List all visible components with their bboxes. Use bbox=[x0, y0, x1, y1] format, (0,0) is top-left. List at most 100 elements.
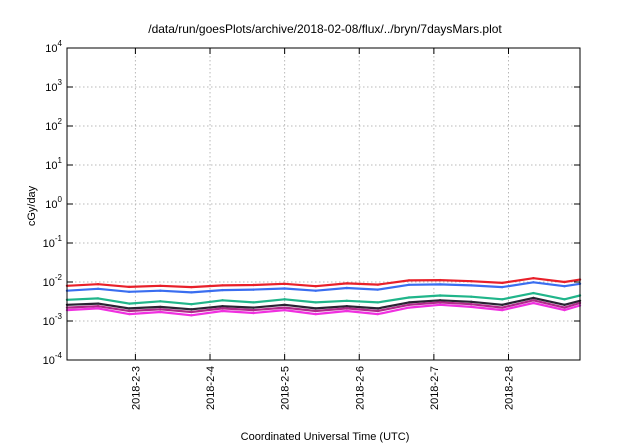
data-point bbox=[252, 288, 255, 291]
data-point bbox=[376, 288, 380, 291]
data-point bbox=[96, 287, 100, 290]
data-point bbox=[345, 309, 348, 313]
data-point bbox=[221, 307, 224, 310]
data-point bbox=[532, 277, 535, 280]
data-point bbox=[159, 289, 162, 292]
data-point bbox=[128, 309, 131, 313]
data-point bbox=[470, 305, 473, 309]
data-point bbox=[221, 305, 224, 308]
data-point bbox=[252, 301, 255, 304]
series-line-6 bbox=[66, 301, 581, 317]
data-point bbox=[532, 299, 535, 302]
data-point bbox=[501, 298, 504, 301]
data-point bbox=[407, 306, 411, 309]
data-point bbox=[438, 278, 442, 282]
data-point bbox=[283, 298, 286, 301]
data-point bbox=[221, 284, 224, 287]
x-tick-label: 2018-2-3 bbox=[130, 366, 142, 410]
y-tick-label: 10-1 bbox=[43, 234, 63, 250]
data-point bbox=[283, 282, 286, 285]
data-point bbox=[345, 282, 348, 285]
data-point bbox=[128, 290, 131, 293]
data-point bbox=[532, 296, 535, 300]
data-point bbox=[470, 300, 473, 303]
x-axis-label: Coordinated Universal Time (UTC) bbox=[241, 431, 410, 443]
data-point bbox=[314, 285, 317, 288]
data-point bbox=[96, 307, 100, 310]
data-point bbox=[314, 289, 317, 292]
data-point bbox=[96, 283, 100, 286]
data-point bbox=[532, 301, 535, 305]
x-tick-label: 2018-2-7 bbox=[429, 366, 441, 410]
data-point bbox=[314, 301, 317, 304]
data-point bbox=[376, 309, 380, 313]
series-line-3 bbox=[66, 292, 581, 306]
series-line-4 bbox=[66, 296, 581, 311]
data-point bbox=[563, 285, 566, 288]
y-axis-ticks: 10-4 10-3 10-2 10-1 100 101 102 103 104 bbox=[43, 39, 580, 367]
data-point bbox=[159, 305, 162, 309]
data-point bbox=[128, 312, 131, 316]
data-point bbox=[470, 295, 473, 298]
data-point bbox=[283, 306, 286, 309]
data-point bbox=[407, 296, 411, 299]
data-point bbox=[501, 303, 504, 306]
data-point bbox=[438, 301, 442, 304]
data-point bbox=[96, 305, 100, 308]
data-point bbox=[190, 291, 193, 294]
x-tick-label: 2018-2-4 bbox=[205, 366, 217, 410]
plot-frame bbox=[66, 47, 581, 361]
data-point bbox=[252, 308, 255, 312]
x-tick-label: 2018-2-6 bbox=[354, 366, 366, 410]
data-point bbox=[376, 283, 380, 286]
data-point bbox=[314, 307, 317, 310]
y-axis-label: cGy/day bbox=[26, 185, 38, 226]
data-point bbox=[345, 299, 348, 302]
data-point bbox=[407, 279, 411, 282]
y-tick-label: 10-3 bbox=[43, 312, 63, 328]
data-point bbox=[252, 306, 255, 309]
data-point bbox=[376, 307, 380, 310]
x-axis-ticks: 2018-2-3 2018-2-4 2018-2-5 2018-2-6 2018-2-7… bbox=[130, 48, 515, 410]
data-point bbox=[159, 310, 162, 314]
data-point bbox=[501, 281, 504, 285]
data-point bbox=[159, 308, 162, 311]
data-point bbox=[563, 308, 566, 312]
data-point bbox=[96, 297, 100, 300]
data-point bbox=[376, 312, 380, 316]
data-point bbox=[190, 310, 193, 314]
series-line-5 bbox=[66, 299, 581, 314]
data-point bbox=[159, 300, 162, 303]
data-point bbox=[438, 283, 442, 286]
y-tick-label: 102 bbox=[45, 117, 62, 133]
data-point bbox=[345, 307, 348, 310]
data-point bbox=[376, 301, 380, 304]
data-point bbox=[128, 285, 131, 289]
series-line-1 bbox=[66, 277, 581, 289]
data-point bbox=[190, 285, 193, 289]
data-point bbox=[501, 308, 504, 312]
series-lines bbox=[65, 277, 582, 317]
y-tick-label: 103 bbox=[45, 78, 62, 94]
data-point bbox=[438, 299, 442, 302]
chart-title: /data/run/goesPlots/archive/2018-02-08/f… bbox=[148, 22, 502, 36]
data-point bbox=[501, 285, 504, 289]
data-point bbox=[283, 287, 286, 290]
data-point bbox=[563, 306, 566, 309]
data-point bbox=[501, 306, 504, 309]
data-point bbox=[190, 303, 193, 306]
data-point bbox=[407, 303, 411, 306]
data-point bbox=[532, 281, 535, 284]
data-point bbox=[221, 288, 224, 292]
data-point bbox=[252, 311, 255, 315]
series-line-2 bbox=[66, 281, 581, 294]
data-point bbox=[407, 301, 411, 304]
data-point bbox=[532, 291, 535, 295]
data-point bbox=[96, 302, 100, 305]
data-point bbox=[470, 280, 473, 283]
data-point bbox=[221, 299, 224, 302]
y-tick-label: 10-4 bbox=[43, 351, 63, 367]
data-point bbox=[438, 294, 442, 297]
x-tick-label: 2018-2-8 bbox=[503, 366, 515, 410]
